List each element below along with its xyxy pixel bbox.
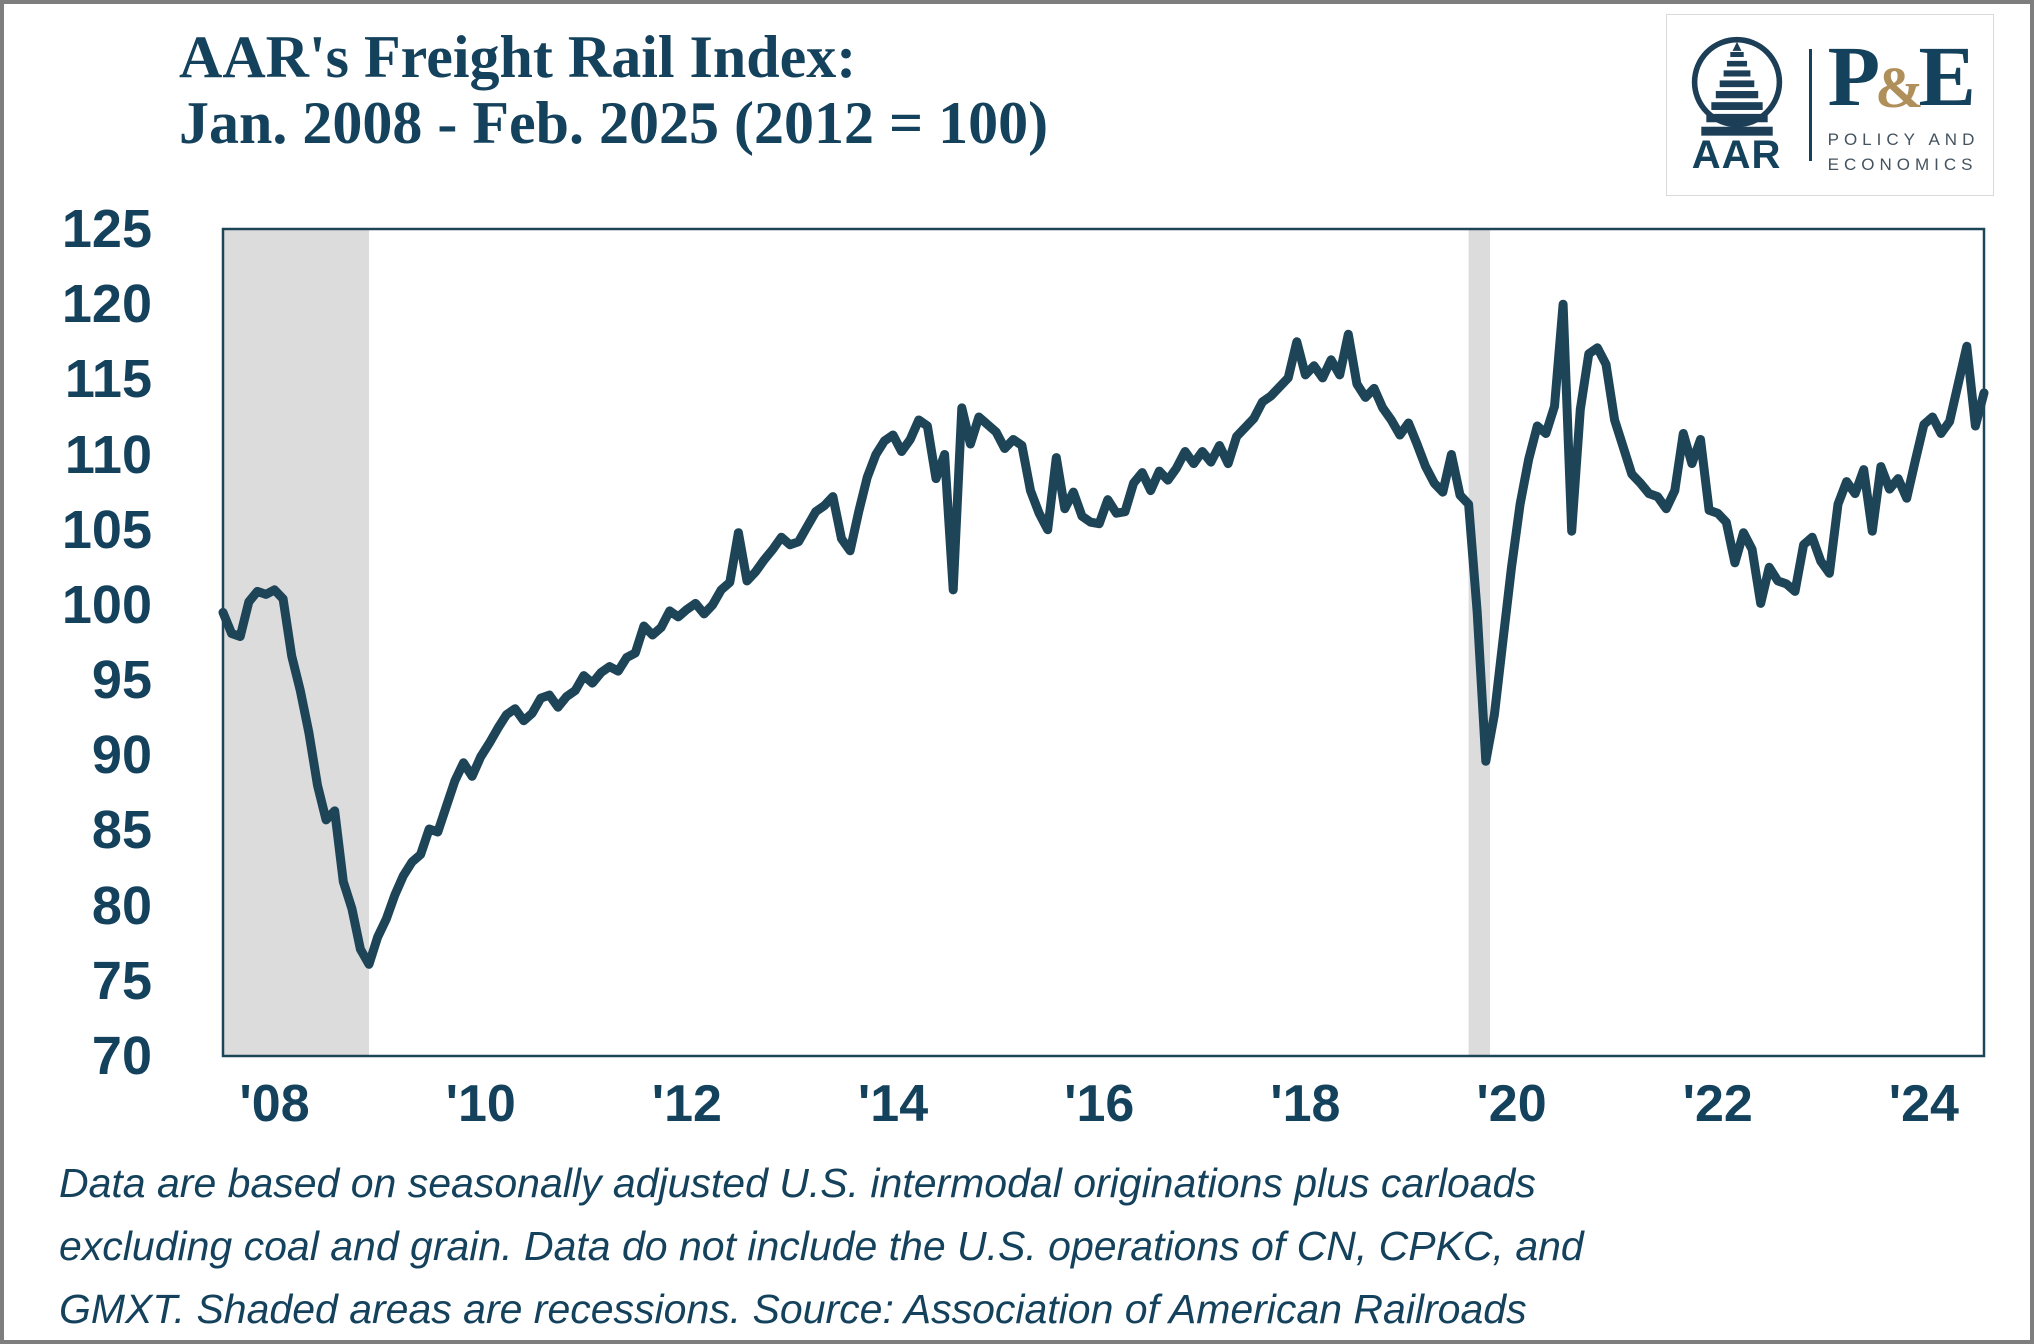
x-axis-tick-label: '08 <box>239 1075 310 1133</box>
pe-subtitle-line1: POLICY AND <box>1827 129 1980 149</box>
y-axis-tick-label: 75 <box>91 950 152 1011</box>
footnote-line2: excluding coal and grain. Data do not in… <box>59 1223 1584 1269</box>
y-axis-tick-label: 110 <box>64 424 152 485</box>
y-axis-tick-label: 100 <box>61 574 152 635</box>
pe-subtitle-line2: ECONOMICS <box>1827 155 1978 174</box>
y-axis-tick-label: 85 <box>91 800 152 861</box>
y-axis-tick-label: 105 <box>61 499 152 560</box>
pe-letter-e: E <box>1918 27 1976 124</box>
recession-bands <box>223 229 1491 1056</box>
recession-band <box>223 229 370 1056</box>
footnote: Data are based on seasonally adjusted U.… <box>59 1152 1584 1340</box>
x-axis-tick-label: '18 <box>1270 1075 1341 1133</box>
y-axis-tick-label: 70 <box>91 1026 152 1086</box>
logo-divider <box>1808 49 1812 161</box>
y-axis-tick-label: 120 <box>61 274 152 335</box>
x-axis-tick-label: '10 <box>445 1075 516 1133</box>
freight-index-line <box>218 299 1989 969</box>
chart-title-line2: Jan. 2008 - Feb. 2025 (2012 = 100) <box>179 90 1049 156</box>
pe-logo-block: P & E POLICY AND ECONOMICS <box>1828 33 1980 178</box>
x-axis-tick-label: '22 <box>1682 1075 1753 1133</box>
plot-border <box>221 227 1986 1058</box>
aar-logo-mark: AAR <box>1681 33 1793 178</box>
footnote-line3: GMXT. Shaded areas are recessions. Sourc… <box>59 1286 1527 1332</box>
chart-title: AAR's Freight Rail Index: Jan. 2008 - Fe… <box>179 24 1048 156</box>
x-axis-tick-label: '24 <box>1888 1075 1959 1133</box>
pe-letter-p: P <box>1827 27 1881 124</box>
aar-logo-text: AAR <box>1691 132 1782 177</box>
y-axis-tick-label: 80 <box>91 875 152 936</box>
railroad-track-icon <box>1691 36 1782 136</box>
y-axis-tick-label: 125 <box>61 199 152 259</box>
pe-ampersand: & <box>1875 54 1924 120</box>
pe-logo-letters: P & E <box>1828 33 1980 119</box>
y-axis-tick-label: 90 <box>91 725 152 786</box>
chart-title-line1: AAR's Freight Rail Index: <box>179 24 857 90</box>
y-axis-tick-label: 115 <box>64 349 152 410</box>
x-axis-tick-label: '16 <box>1064 1075 1135 1133</box>
freight-rail-index-chart <box>218 227 1989 1058</box>
y-axis-tick-label: 95 <box>91 650 152 711</box>
footnote-line1: Data are based on seasonally adjusted U.… <box>59 1160 1536 1206</box>
x-axis-tick-label: '20 <box>1476 1075 1547 1133</box>
pe-logo-subtitle: POLICY AND ECONOMICS <box>1828 127 1980 178</box>
x-axis-tick-label: '14 <box>857 1075 929 1133</box>
aar-pe-logo: AAR P & E POLICY AND ECONOMICS <box>1666 14 1994 196</box>
x-axis-tick-label: '12 <box>651 1075 722 1133</box>
